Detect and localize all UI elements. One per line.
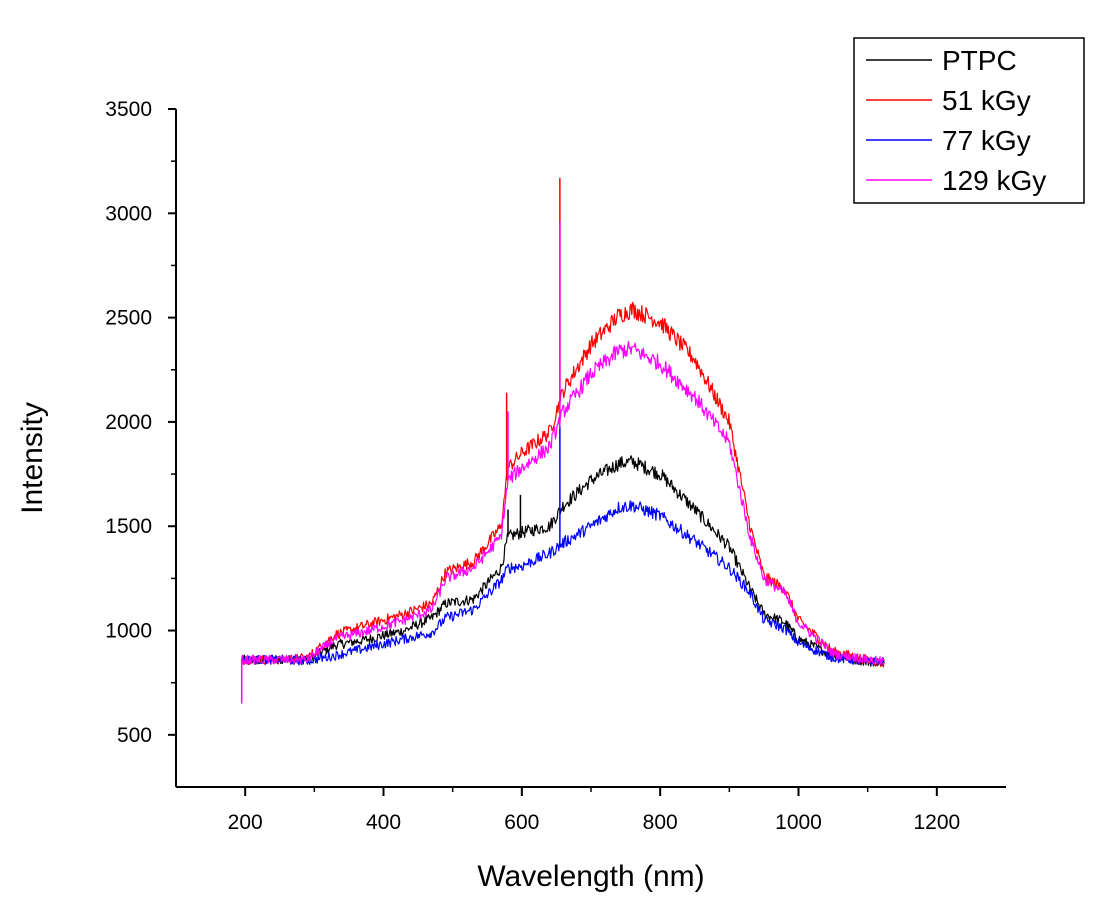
legend-label: PTPC	[942, 45, 1017, 76]
axes: 500 1000 1500 2000 2500 3000 3500 200 400 600 800 1…	[105, 98, 1006, 834]
x-tick-label: 1200	[913, 811, 960, 834]
y-tick-label: 3500	[105, 98, 152, 121]
plot-series	[240, 177, 885, 704]
legend: PTPC 51 kGy 77 kGy 129 kGy	[853, 37, 1085, 204]
x-axis-title: Wavelength (nm)	[477, 860, 704, 893]
x-tick-label: 200	[228, 811, 263, 834]
series-77-kgy	[241, 426, 885, 667]
series-line	[241, 301, 885, 668]
y-tick-label: 1500	[105, 515, 152, 538]
series-line	[241, 341, 885, 665]
legend-box	[853, 37, 1085, 204]
legend-label: 51 kGy	[942, 85, 1031, 116]
y-tick-label: 2000	[105, 411, 152, 434]
y-tick-label: 1000	[105, 620, 152, 643]
legend-label: 129 kGy	[942, 165, 1046, 196]
y-axis-title: Intensity	[16, 402, 49, 514]
series-51-kgy	[241, 177, 885, 668]
legend-label: 77 kGy	[942, 125, 1031, 156]
series-ptpc	[241, 455, 885, 667]
y-tick-label: 500	[117, 724, 152, 747]
series-129-kgy	[240, 221, 885, 704]
y-tick-label: 3000	[105, 202, 152, 225]
x-tick-label: 600	[504, 811, 539, 834]
series-line	[241, 500, 885, 667]
x-tick-label: 800	[643, 811, 678, 834]
series-line	[241, 455, 885, 667]
x-tick-label: 1000	[775, 811, 822, 834]
y-tick-label: 2500	[105, 307, 152, 330]
x-tick-label: 400	[366, 811, 401, 834]
